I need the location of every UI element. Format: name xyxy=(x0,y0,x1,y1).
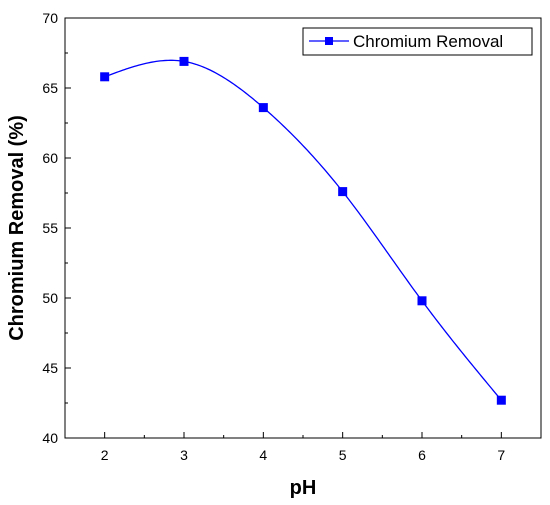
data-point-marker xyxy=(258,103,268,113)
plot-frame xyxy=(64,17,542,439)
x-tick-label: 3 xyxy=(180,447,188,463)
x-tick-label: 2 xyxy=(101,447,109,463)
y-tick-label: 50 xyxy=(42,290,58,306)
x-tick-label: 5 xyxy=(339,447,347,463)
data-point-marker xyxy=(179,56,189,66)
y-tick-label: 70 xyxy=(42,10,58,26)
y-tick-label: 40 xyxy=(42,430,58,446)
y-tick-label: 65 xyxy=(42,80,58,96)
y-tick-label: 45 xyxy=(42,360,58,376)
x-axis-ticks: 2 3 4 5 6 7 xyxy=(64,432,542,463)
series-markers xyxy=(100,56,506,405)
y-tick-label: 55 xyxy=(42,220,58,236)
data-point-marker xyxy=(417,296,427,306)
series-line xyxy=(104,59,502,401)
legend-marker xyxy=(325,37,333,45)
y-tick-label: 60 xyxy=(42,150,58,166)
x-tick-label: 6 xyxy=(418,447,426,463)
x-tick-label: 4 xyxy=(259,447,267,463)
data-point-marker xyxy=(338,187,348,197)
legend-label: Chromium Removal xyxy=(353,32,503,51)
x-tick-label: 7 xyxy=(497,447,505,463)
x-axis-title: pH xyxy=(290,477,317,499)
y-axis-title: Chromium Removal (%) xyxy=(6,115,28,341)
y-axis-ticks: 40 45 50 55 60 65 70 xyxy=(42,10,71,446)
data-point-marker xyxy=(496,395,506,405)
data-point-marker xyxy=(100,72,110,82)
legend: Chromium Removal xyxy=(302,27,533,56)
